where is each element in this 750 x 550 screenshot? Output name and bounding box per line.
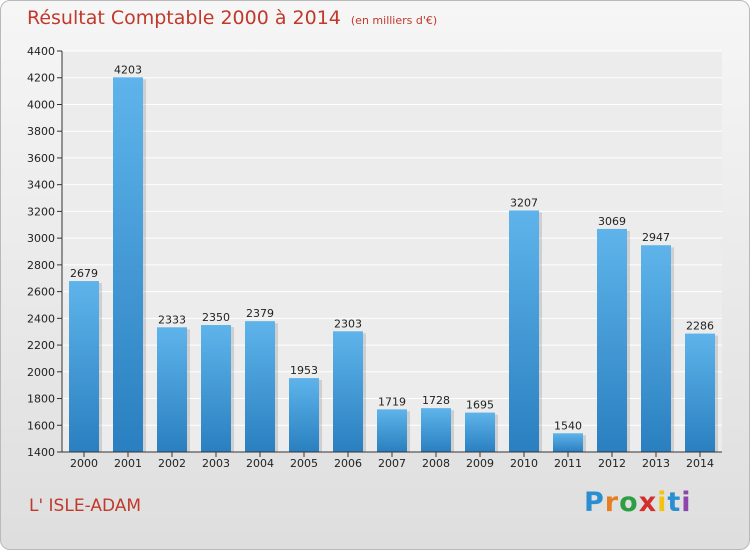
value-label: 3207: [510, 196, 538, 209]
title-unit: (en milliers d'€): [350, 14, 438, 27]
axes: [57, 50, 722, 457]
value-label: 2333: [158, 313, 186, 326]
value-label: 2379: [246, 307, 274, 320]
y-tick-label: 2400: [27, 312, 55, 325]
bar-2004: [245, 321, 275, 452]
bar-2005: [289, 378, 319, 452]
logo-letter: P: [584, 487, 605, 518]
x-tick-label: 2010: [510, 457, 538, 470]
bar-2009: [465, 412, 495, 452]
y-tick-label: 3000: [27, 232, 55, 245]
bar-2014: [685, 333, 715, 452]
bar-2008: [421, 408, 451, 452]
bar-2010: [509, 210, 539, 452]
commune-name: L' ISLE-ADAM: [29, 496, 142, 516]
proxiti-logo: Proxiti: [584, 487, 692, 518]
logo-letter: t: [667, 487, 682, 518]
logo-letter: o: [619, 487, 639, 518]
y-tick-label: 2600: [27, 286, 55, 299]
x-tick-label: 2001: [114, 457, 142, 470]
bar-2011: [553, 433, 583, 452]
value-label: 2286: [686, 320, 714, 333]
x-tick-label: 2004: [246, 457, 274, 470]
x-tick-label: 2000: [70, 457, 98, 470]
bar-2001: [113, 77, 143, 452]
tick-labels: 1400 1600 1800 2000 2200 2400 2600 2800 3000 3200…: [27, 45, 714, 470]
y-tick-label: 4200: [27, 72, 55, 85]
x-tick-label: 2014: [686, 457, 714, 470]
bar-2012: [597, 228, 627, 452]
bar-2007: [377, 409, 407, 452]
y-tick-label: 2200: [27, 339, 55, 352]
x-tick-label: 2011: [554, 457, 582, 470]
x-tick-label: 2007: [378, 457, 406, 470]
y-tick-label: 3400: [27, 179, 55, 192]
bar-2003: [201, 325, 231, 452]
y-tick-label: 2000: [27, 366, 55, 379]
bar-2013: [641, 245, 671, 452]
value-label: 1540: [554, 419, 582, 432]
logo-letter: r: [604, 487, 620, 518]
bar-2000: [69, 281, 99, 452]
x-tick-label: 2003: [202, 457, 230, 470]
value-label: 1719: [378, 395, 406, 408]
value-label: 1728: [422, 394, 450, 407]
logo-letter: i: [657, 487, 668, 518]
value-label: 2679: [70, 267, 98, 280]
y-tick-label: 4000: [27, 98, 55, 111]
value-label: 4203: [114, 63, 142, 76]
bar-2002: [157, 327, 187, 452]
value-label: 3069: [598, 215, 626, 228]
y-tick-label: 3200: [27, 205, 55, 218]
chart-title: Résultat Comptable 2000 à 2014 (en millie…: [27, 7, 437, 29]
y-tick-label: 4400: [27, 45, 55, 58]
y-tick-label: 1800: [27, 393, 55, 406]
title-main: Résultat Comptable 2000 à 2014: [27, 7, 341, 29]
x-tick-label: 2009: [466, 457, 494, 470]
value-label: 2947: [642, 231, 670, 244]
y-tick-label: 1600: [27, 419, 55, 432]
y-tick-label: 3600: [27, 152, 55, 165]
bars: [69, 77, 718, 452]
x-tick-label: 2006: [334, 457, 362, 470]
value-label: 1695: [466, 399, 494, 412]
x-tick-label: 2013: [642, 457, 670, 470]
x-tick-label: 2002: [158, 457, 186, 470]
logo-letter: i: [681, 487, 692, 518]
x-tick-label: 2008: [422, 457, 450, 470]
logo-letter: x: [638, 487, 658, 518]
value-label: 2350: [202, 311, 230, 324]
x-tick-label: 2005: [290, 457, 318, 470]
y-tick-label: 2800: [27, 259, 55, 272]
x-tick-label: 2012: [598, 457, 626, 470]
value-label: 1953: [290, 364, 318, 377]
y-tick-label: 3800: [27, 125, 55, 138]
bar-2006: [333, 331, 363, 452]
value-label: 2303: [334, 317, 362, 330]
y-tick-label: 1400: [27, 446, 55, 459]
